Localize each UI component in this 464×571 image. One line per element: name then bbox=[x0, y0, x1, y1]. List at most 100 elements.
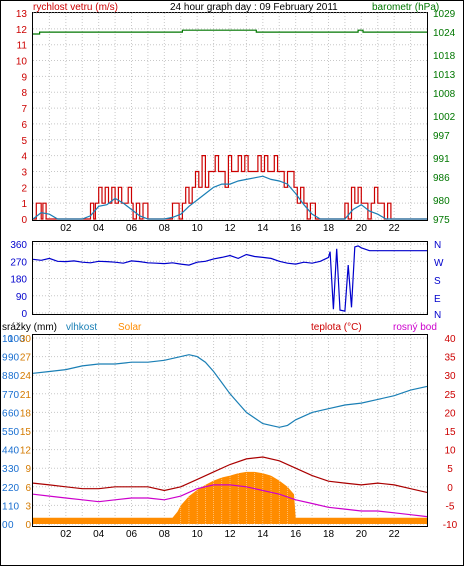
solar-tick-label: 21 bbox=[20, 390, 32, 401]
x-tick-label-bottom: 08 bbox=[159, 529, 171, 540]
pressure-tick-label: 1002 bbox=[433, 112, 456, 123]
wind-average-series bbox=[32, 175, 427, 220]
rain-tick-label: 3 bbox=[2, 464, 8, 475]
wind-tick-label: 11 bbox=[17, 41, 28, 52]
rain-tick-label: 9 bbox=[2, 353, 8, 364]
humidity-tick-label: 70 bbox=[8, 390, 20, 401]
x-tick-label-top: 14 bbox=[257, 223, 269, 234]
pressure-tick-label: 986 bbox=[433, 173, 450, 184]
humidity-tick-label: 100 bbox=[8, 334, 25, 345]
temperature-axis-title: teplota (°C) bbox=[311, 322, 362, 333]
humidity-tick-label: 80 bbox=[8, 371, 20, 382]
wind-tick-label: 1 bbox=[21, 199, 27, 210]
rain-tick-label: 6 bbox=[2, 408, 8, 419]
humidity-tick-label: 20 bbox=[8, 483, 20, 494]
wind-tick-label: 6 bbox=[21, 120, 27, 131]
graph-title: 24 hour graph day : 09 February 2011 bbox=[170, 2, 338, 13]
direction-tick-label: 90 bbox=[16, 292, 28, 303]
pressure-tick-label: 997 bbox=[433, 131, 450, 142]
temperature-tick-label: 25 bbox=[444, 390, 456, 401]
wind-tick-label: 12 bbox=[16, 25, 28, 36]
wind-tick-label: 7 bbox=[21, 104, 27, 115]
temperature-tick-label: 0 bbox=[447, 483, 453, 494]
tick-label-layer: 0202040406060808101012121414161618182020… bbox=[2, 9, 458, 540]
solar-axis-title: Solar bbox=[118, 322, 142, 333]
x-tick-label-bottom: 10 bbox=[192, 529, 204, 540]
x-tick-label-bottom: 12 bbox=[224, 529, 236, 540]
series-layer bbox=[32, 29, 428, 524]
temperature-tick-label: -10 bbox=[443, 520, 458, 531]
dewpoint-axis-title: rosný bod bbox=[393, 322, 437, 333]
humidity-series bbox=[32, 354, 428, 428]
x-tick-label-top: 12 bbox=[224, 223, 236, 234]
x-tick-label-top: 20 bbox=[356, 223, 368, 234]
compass-label-s: S bbox=[434, 276, 441, 287]
humidity-tick-label: 40 bbox=[8, 446, 20, 457]
rain-tick-label: 10 bbox=[2, 334, 14, 345]
pressure-tick-label: 1029 bbox=[433, 9, 456, 20]
pressure-axis-title: barometr (hPa) bbox=[372, 2, 439, 13]
wind-tick-label: 8 bbox=[21, 88, 27, 99]
x-tick-label-top: 10 bbox=[192, 223, 204, 234]
humidity-tick-label: 10 bbox=[8, 501, 20, 512]
x-tick-label-bottom: 02 bbox=[60, 529, 72, 540]
direction-tick-label: 360 bbox=[10, 240, 27, 251]
wind-tick-label: 9 bbox=[21, 72, 27, 83]
temperature-tick-label: 30 bbox=[444, 371, 456, 382]
humidity-tick-label: 90 bbox=[8, 353, 20, 364]
direction-tick-label: 180 bbox=[10, 275, 27, 286]
wind-speed-series bbox=[33, 155, 427, 220]
compass-label-n-top: N bbox=[434, 240, 441, 251]
direction-tick-label: 0 bbox=[21, 309, 27, 320]
rain-tick-label: 2 bbox=[2, 483, 8, 494]
pressure-tick-label: 1013 bbox=[433, 70, 456, 81]
solar-tick-label: 3 bbox=[25, 501, 31, 512]
pressure-tick-label: 1024 bbox=[433, 28, 456, 39]
compass-label-w: W bbox=[434, 258, 444, 269]
pressure-tick-label: 1018 bbox=[433, 51, 456, 62]
solar-tick-label: 6 bbox=[25, 483, 31, 494]
pressure-tick-label: 980 bbox=[433, 196, 450, 207]
x-tick-label-top: 02 bbox=[60, 223, 72, 234]
wind-tick-label: 4 bbox=[21, 152, 27, 163]
humidity-tick-label: 0 bbox=[8, 520, 14, 531]
rain-axis-title: srážky (mm) bbox=[2, 322, 57, 333]
x-tick-label-bottom: 18 bbox=[323, 529, 335, 540]
solar-tick-label: 30 bbox=[20, 334, 32, 345]
x-tick-label-top: 06 bbox=[126, 223, 138, 234]
pressure-tick-label: 975 bbox=[433, 215, 450, 226]
wind-tick-label: 2 bbox=[21, 183, 27, 194]
solar-tick-label: 15 bbox=[20, 427, 32, 438]
temperature-tick-label: 10 bbox=[444, 446, 456, 457]
temperature-tick-label: 15 bbox=[444, 427, 456, 438]
x-tick-label-bottom: 04 bbox=[93, 529, 105, 540]
temperature-tick-label: 5 bbox=[447, 464, 453, 475]
panel-wind-direction bbox=[32, 241, 428, 315]
humidity-tick-label: 50 bbox=[8, 427, 20, 438]
humidity-tick-label: 30 bbox=[8, 464, 20, 475]
solar-tick-label: 24 bbox=[20, 371, 32, 382]
compass-label-n-bottom: N bbox=[434, 310, 441, 321]
solar-tick-label: 27 bbox=[20, 353, 32, 364]
solar-tick-label: 18 bbox=[20, 408, 32, 419]
x-tick-label-top: 04 bbox=[93, 223, 105, 234]
temperature-tick-label: 20 bbox=[444, 408, 456, 419]
rain-tick-label: 4 bbox=[2, 446, 8, 457]
x-tick-label-bottom: 22 bbox=[389, 529, 401, 540]
solar-tick-label: 9 bbox=[25, 464, 31, 475]
temperature-tick-label: -5 bbox=[446, 501, 455, 512]
wind-tick-label: 13 bbox=[16, 9, 28, 20]
rain-tick-label: 7 bbox=[2, 390, 8, 401]
pressure-series bbox=[33, 29, 427, 35]
temperature-series bbox=[32, 456, 428, 493]
dewpoint-series bbox=[32, 484, 428, 518]
x-tick-label-bottom: 16 bbox=[290, 529, 302, 540]
temperature-tick-label: 35 bbox=[444, 353, 456, 364]
panel-wind-pressure bbox=[32, 12, 428, 221]
x-tick-label-bottom: 06 bbox=[126, 529, 138, 540]
x-tick-label-bottom: 20 bbox=[356, 529, 368, 540]
panel-humidity-temperature bbox=[32, 334, 428, 527]
